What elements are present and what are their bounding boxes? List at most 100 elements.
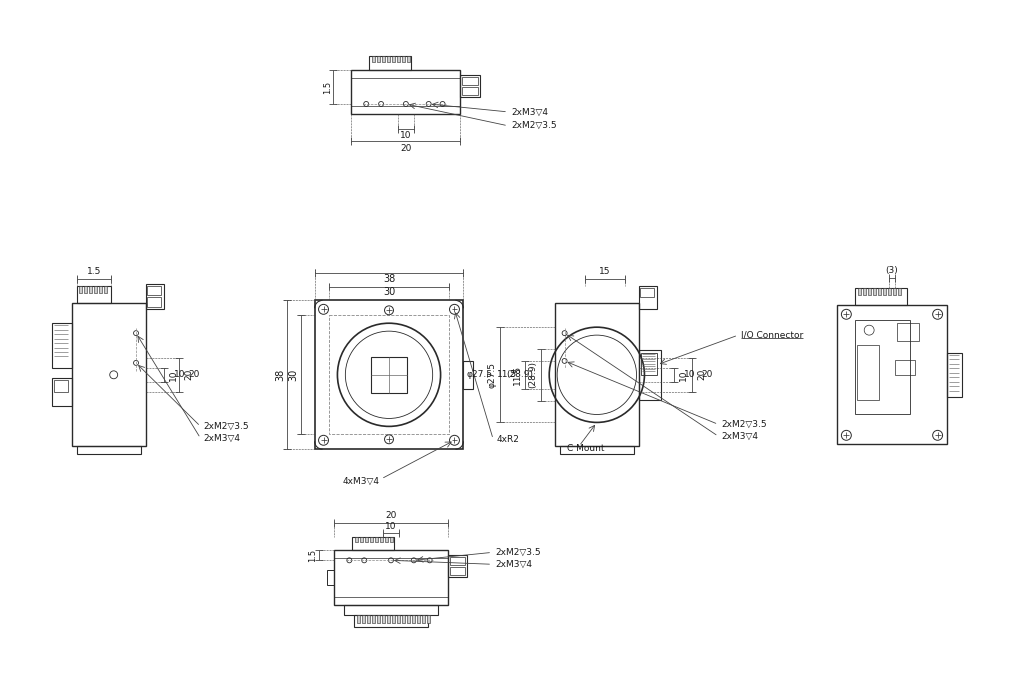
Bar bbox=[397, 615, 400, 623]
Bar bbox=[352, 536, 393, 550]
Bar bbox=[147, 286, 161, 295]
Text: 2xM2▽3.5: 2xM2▽3.5 bbox=[511, 121, 556, 130]
Text: 10: 10 bbox=[684, 370, 695, 379]
Bar bbox=[382, 615, 385, 623]
Bar bbox=[79, 286, 82, 293]
Text: 2xM3▽4: 2xM3▽4 bbox=[204, 434, 240, 443]
Bar bbox=[863, 288, 866, 295]
Text: 10: 10 bbox=[174, 370, 185, 379]
Text: 30: 30 bbox=[383, 288, 396, 298]
Bar bbox=[52, 378, 71, 405]
Bar bbox=[895, 360, 915, 374]
Text: 2xM3▽4: 2xM3▽4 bbox=[511, 107, 548, 116]
Text: 20: 20 bbox=[401, 144, 412, 153]
Bar bbox=[380, 536, 383, 542]
Bar bbox=[407, 615, 410, 623]
Bar bbox=[883, 288, 886, 295]
Bar bbox=[99, 286, 102, 293]
Bar bbox=[402, 56, 405, 62]
Bar bbox=[387, 56, 390, 62]
Text: 2xM3▽4: 2xM3▽4 bbox=[721, 432, 758, 441]
Bar bbox=[370, 536, 373, 542]
Bar bbox=[426, 615, 430, 623]
Text: 20: 20 bbox=[188, 370, 200, 379]
Bar bbox=[390, 536, 393, 542]
Bar bbox=[344, 605, 438, 615]
Bar bbox=[385, 536, 388, 542]
Bar bbox=[947, 353, 962, 397]
Text: 11.5: 11.5 bbox=[513, 365, 521, 385]
Bar bbox=[367, 615, 370, 623]
Text: (3): (3) bbox=[886, 266, 898, 275]
Bar bbox=[641, 353, 657, 375]
Bar bbox=[104, 286, 107, 293]
Bar bbox=[462, 77, 478, 85]
Bar bbox=[372, 56, 375, 62]
Bar bbox=[639, 286, 657, 309]
Text: φ27.5: φ27.5 bbox=[487, 362, 496, 388]
Bar bbox=[893, 288, 896, 295]
Bar bbox=[639, 350, 661, 400]
Text: 1.5: 1.5 bbox=[87, 267, 101, 276]
Text: 38: 38 bbox=[275, 369, 285, 381]
Text: 4xM3▽4: 4xM3▽4 bbox=[343, 477, 380, 486]
Bar bbox=[314, 300, 464, 449]
Bar bbox=[84, 286, 88, 293]
Bar bbox=[868, 288, 871, 295]
Text: 38: 38 bbox=[383, 274, 396, 284]
Bar bbox=[855, 288, 906, 305]
Bar bbox=[897, 323, 919, 341]
Bar bbox=[95, 286, 98, 293]
Text: 2xM3▽4: 2xM3▽4 bbox=[495, 560, 533, 569]
Bar bbox=[355, 536, 358, 542]
Text: 4xR2: 4xR2 bbox=[496, 435, 519, 444]
Bar bbox=[460, 75, 480, 97]
Bar bbox=[387, 615, 390, 623]
Bar bbox=[858, 288, 861, 295]
Bar bbox=[448, 555, 468, 578]
Bar bbox=[52, 323, 71, 368]
Bar bbox=[449, 557, 466, 566]
Bar bbox=[375, 536, 378, 542]
Bar bbox=[327, 570, 335, 585]
Bar bbox=[330, 315, 448, 434]
Bar bbox=[407, 56, 410, 62]
Bar bbox=[397, 56, 400, 62]
Bar bbox=[392, 615, 394, 623]
Bar bbox=[366, 536, 368, 542]
Text: 10: 10 bbox=[679, 369, 688, 381]
Text: 10: 10 bbox=[169, 369, 178, 381]
Bar bbox=[462, 87, 478, 95]
Bar bbox=[54, 380, 68, 392]
Text: 11.5: 11.5 bbox=[496, 370, 517, 379]
Bar bbox=[76, 286, 111, 303]
Text: φ27.5: φ27.5 bbox=[467, 370, 492, 379]
Bar bbox=[873, 288, 877, 295]
Text: 2xM2▽3.5: 2xM2▽3.5 bbox=[204, 422, 249, 431]
Bar bbox=[417, 615, 420, 623]
Bar bbox=[71, 303, 146, 446]
Text: I/O Connector: I/O Connector bbox=[742, 330, 803, 340]
Bar bbox=[879, 288, 881, 295]
Bar bbox=[555, 303, 639, 446]
Bar bbox=[898, 288, 901, 295]
Bar bbox=[888, 288, 891, 295]
Bar bbox=[382, 56, 385, 62]
Text: 20: 20 bbox=[184, 369, 193, 381]
Bar bbox=[640, 288, 654, 298]
Bar bbox=[335, 550, 448, 605]
Text: (28.9): (28.9) bbox=[528, 361, 538, 388]
Bar bbox=[360, 536, 364, 542]
Text: 1.5: 1.5 bbox=[323, 80, 332, 94]
Bar bbox=[559, 446, 634, 454]
Bar bbox=[146, 284, 164, 309]
Text: 15: 15 bbox=[599, 267, 611, 276]
Bar bbox=[371, 357, 407, 393]
Text: 20: 20 bbox=[385, 511, 397, 520]
Text: 10: 10 bbox=[400, 131, 412, 140]
Bar bbox=[449, 567, 466, 575]
Text: (28.9): (28.9) bbox=[506, 370, 533, 379]
Bar bbox=[857, 345, 879, 400]
Text: 30: 30 bbox=[288, 369, 299, 381]
Bar bbox=[354, 615, 427, 626]
